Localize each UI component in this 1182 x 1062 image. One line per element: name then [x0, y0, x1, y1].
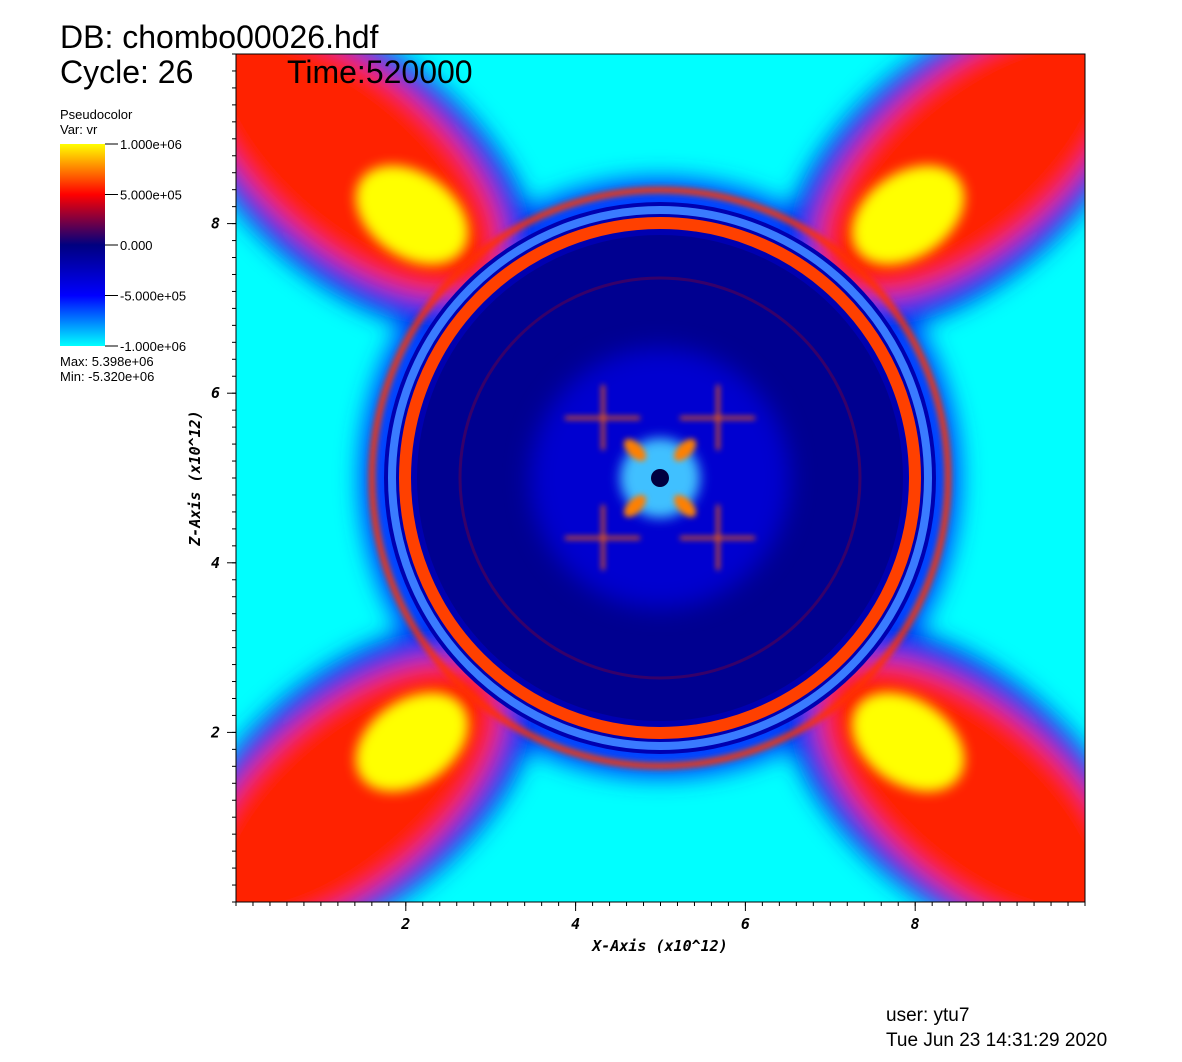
- x-tick-label: 6: [741, 915, 750, 933]
- legend-title: Pseudocolor: [60, 107, 133, 122]
- x-tick-label: 4: [571, 915, 580, 933]
- colorbar: [60, 144, 105, 346]
- colorbar-tick-label: -5.000e+05: [120, 289, 186, 304]
- x-tick-label: 2: [400, 915, 410, 933]
- legend-max: Max: 5.398e+06: [60, 354, 154, 369]
- time-label: Time:520000: [287, 54, 473, 90]
- legend-variable: Var: vr: [60, 122, 98, 137]
- z-tick-label: 2: [210, 723, 220, 741]
- x-tick-label: 8: [911, 915, 920, 933]
- z-tick-label: 6: [211, 384, 220, 402]
- colorbar-tick-label: -1.000e+06: [120, 339, 186, 354]
- legend-min: Min: -5.320e+06: [60, 369, 154, 384]
- z-tick-label: 4: [211, 554, 220, 572]
- colorbar-tick-label: 0.000: [120, 238, 153, 253]
- colorbar-tick-label: 1.000e+06: [120, 137, 182, 152]
- db-title: DB: chombo00026.hdf: [60, 19, 379, 55]
- date-label: Tue Jun 23 14:31:29 2020: [886, 1030, 1107, 1051]
- user-label: user: ytu7: [886, 1005, 969, 1026]
- x-axis-title: X-Axis (x10^12): [590, 937, 727, 955]
- z-tick-label: 8: [211, 215, 220, 233]
- field-image: [236, 54, 1085, 902]
- z-axis-title: Z-Axis (x10^12): [186, 410, 204, 546]
- cycle-label: Cycle: 26: [60, 54, 193, 90]
- colorbar-tick-label: 5.000e+05: [120, 188, 182, 203]
